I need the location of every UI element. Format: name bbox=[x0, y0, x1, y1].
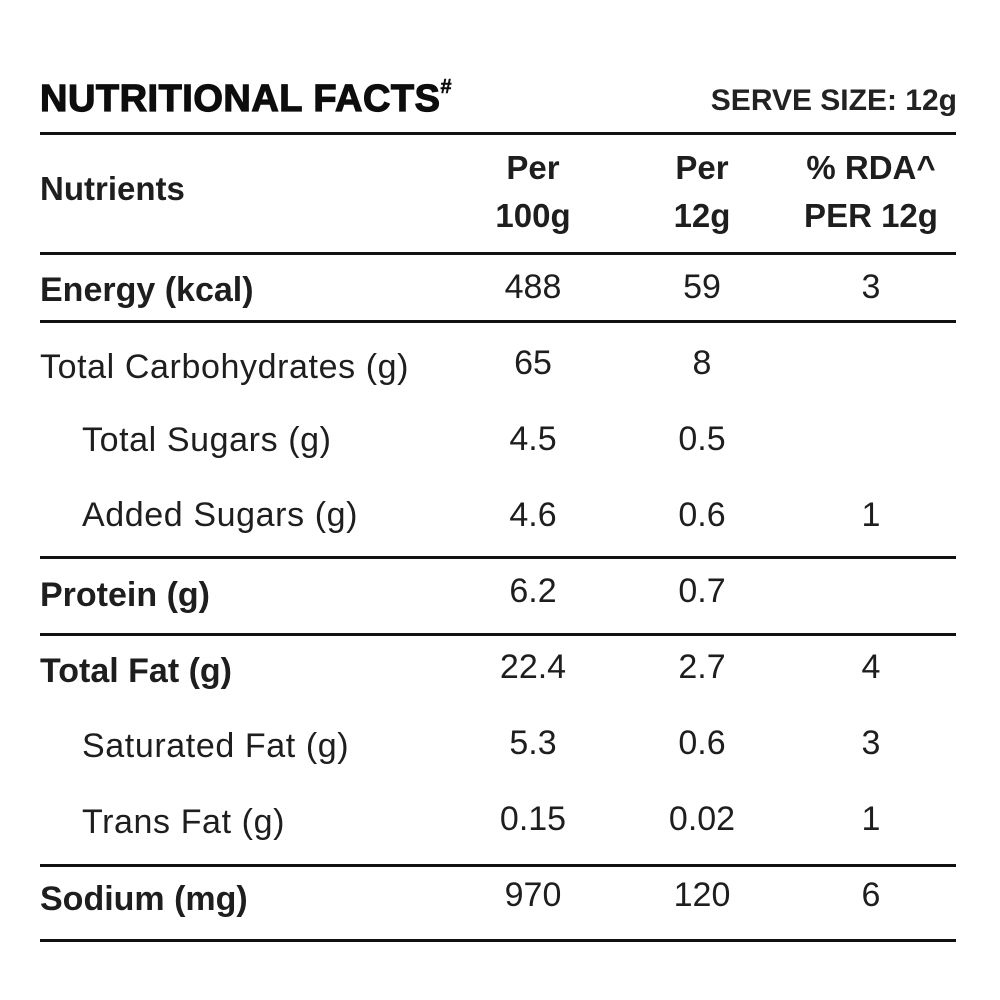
row-per-12g: 0.7 bbox=[678, 572, 726, 610]
row-name: Total Carbohydrates (g) bbox=[40, 348, 410, 386]
row-per-100g: 22.4 bbox=[499, 648, 567, 686]
title-text: NUTRITIONAL FACTS bbox=[39, 77, 441, 120]
row-rda: 4 bbox=[861, 648, 881, 686]
divider-protein bbox=[40, 633, 956, 636]
row-per-12g: 120 bbox=[673, 876, 731, 914]
divider-top bbox=[40, 132, 956, 135]
row-name: Trans Fat (g) bbox=[82, 803, 286, 841]
row-rda: 6 bbox=[861, 876, 881, 914]
row-per-100g: 0.15 bbox=[499, 800, 567, 838]
row-name: Sodium (mg) bbox=[40, 880, 248, 918]
divider-header bbox=[40, 252, 956, 255]
row-name: Protein (g) bbox=[40, 576, 210, 614]
header-per-100g-line2: 100g bbox=[495, 196, 571, 234]
header-per-100g: Per 100g bbox=[495, 144, 570, 240]
row-per-100g: 5.3 bbox=[509, 724, 557, 762]
row-per-100g: 4.5 bbox=[509, 420, 557, 458]
row-rda: 3 bbox=[861, 268, 881, 306]
row-per-12g: 8 bbox=[692, 344, 712, 382]
divider-energy bbox=[40, 320, 956, 323]
row-per-12g: 0.6 bbox=[678, 724, 726, 762]
header-per-12g-line1: Per bbox=[675, 149, 729, 186]
row-per-12g: 59 bbox=[683, 268, 721, 306]
header-per-12g: Per 12g bbox=[674, 144, 731, 240]
row-rda: 1 bbox=[861, 496, 881, 534]
divider-bottom bbox=[40, 939, 956, 942]
row-rda: 3 bbox=[861, 724, 881, 762]
row-per-100g: 65 bbox=[514, 344, 552, 382]
row-name: Added Sugars (g) bbox=[82, 496, 359, 534]
row-per-12g: 0.02 bbox=[668, 800, 736, 838]
row-name: Total Fat (g) bbox=[40, 652, 232, 690]
row-per-12g: 2.7 bbox=[678, 648, 726, 686]
divider-fat bbox=[40, 864, 956, 867]
serve-size: SERVE SIZE: 12g bbox=[710, 84, 957, 117]
row-per-100g: 4.6 bbox=[509, 496, 557, 534]
page-title: NUTRITIONAL FACTS# bbox=[39, 76, 453, 121]
row-per-12g: 0.5 bbox=[678, 420, 726, 458]
row-name: Energy (kcal) bbox=[40, 271, 254, 309]
row-per-100g: 488 bbox=[504, 268, 562, 306]
header-nutrients: Nutrients bbox=[40, 170, 185, 207]
row-per-100g: 6.2 bbox=[509, 572, 557, 610]
row-per-12g: 0.6 bbox=[678, 496, 726, 534]
row-rda: 1 bbox=[861, 800, 881, 838]
divider-carbohydrates bbox=[40, 556, 956, 559]
header-rda: % RDA^ PER 12g bbox=[804, 144, 938, 240]
header-per-100g-line1: Per bbox=[506, 149, 560, 186]
header-rda-line1: % RDA^ bbox=[806, 149, 936, 186]
row-name: Saturated Fat (g) bbox=[82, 727, 350, 765]
row-per-100g: 970 bbox=[504, 876, 562, 914]
title-footnote-mark: # bbox=[440, 76, 453, 99]
row-name: Total Sugars (g) bbox=[82, 421, 332, 459]
header-rda-line2: PER 12g bbox=[804, 196, 938, 234]
header-per-12g-line2: 12g bbox=[673, 196, 731, 234]
